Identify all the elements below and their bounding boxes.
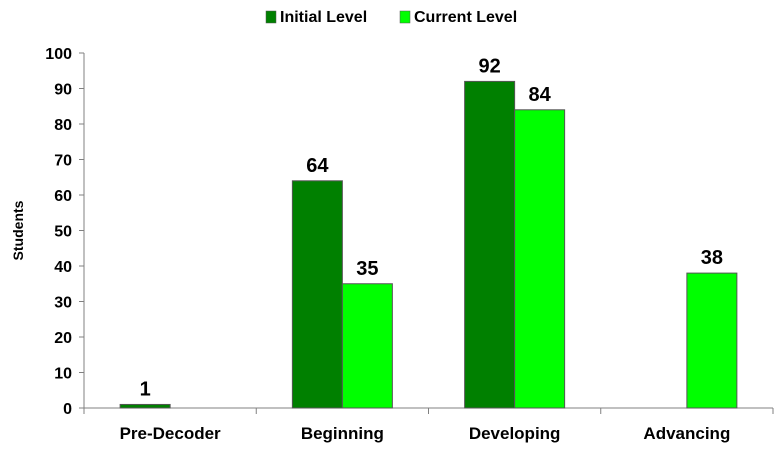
y-tick-label: 10 [54, 366, 72, 383]
y-tick-label: 70 [54, 153, 72, 170]
y-tick-label: 80 [54, 117, 72, 134]
y-tick-label: 50 [54, 224, 72, 241]
x-tick-label: Developing [469, 424, 561, 443]
y-tick-label: 60 [54, 188, 72, 205]
y-tick-label: 30 [54, 295, 72, 312]
data-label: 84 [529, 84, 552, 106]
y-axis: 0 10 20 30 40 50 60 70 80 90 100 Students [10, 46, 85, 418]
data-label: 64 [306, 155, 329, 177]
y-tick-label: 20 [54, 330, 72, 347]
bar [514, 109, 566, 409]
bar [686, 272, 738, 409]
y-tick-label: 100 [45, 46, 72, 63]
y-axis-title: Students [10, 200, 26, 260]
legend-swatch [265, 10, 277, 24]
y-tick-label: 0 [63, 401, 72, 418]
bars [119, 80, 738, 409]
data-label: 92 [479, 55, 501, 77]
y-tick-label: 40 [54, 259, 72, 276]
x-tick-label: Pre-Decoder [120, 424, 221, 443]
legend: Initial Level Current Level [265, 9, 517, 26]
x-tick-label: Beginning [301, 424, 384, 443]
legend-label: Current Level [414, 9, 517, 26]
bar [464, 80, 516, 409]
bar [341, 283, 393, 409]
data-label: 35 [356, 258, 378, 280]
legend-swatch [399, 10, 411, 24]
y-tick-label: 90 [54, 82, 72, 99]
bar [291, 180, 343, 409]
bar [119, 403, 171, 409]
data-label: 1 [140, 378, 151, 400]
x-tick-label: Advancing [643, 424, 730, 443]
x-axis: Pre-Decoder Beginning Developing Advancing [83, 407, 774, 443]
data-label: 38 [701, 247, 723, 269]
legend-label: Initial Level [280, 9, 367, 26]
data-labels: 1 64 35 92 84 38 [140, 55, 723, 400]
